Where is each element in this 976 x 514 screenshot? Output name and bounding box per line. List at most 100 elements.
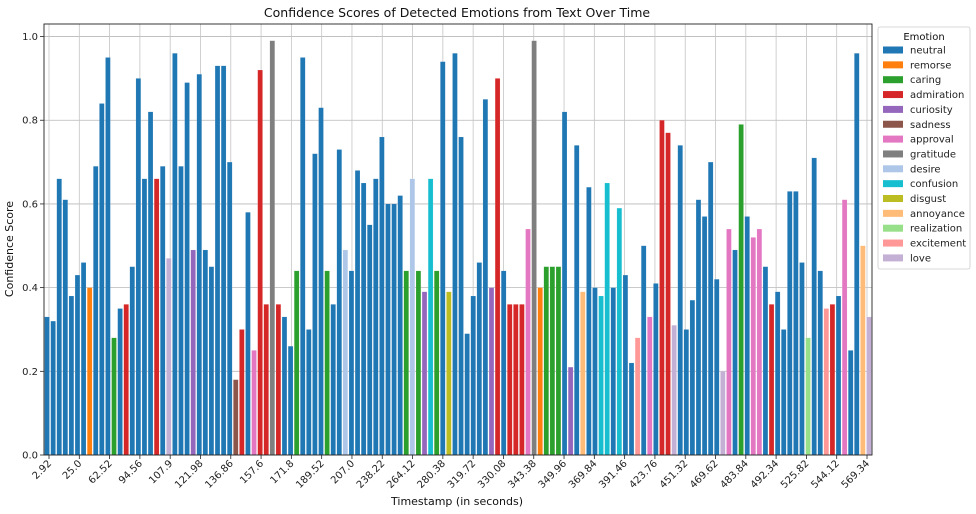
legend-swatch-remorse [883, 61, 903, 69]
x-tick-label: 62.52 [87, 458, 115, 486]
bar-neutral [178, 166, 184, 456]
bar-neutral [762, 266, 769, 456]
bar-neutral [653, 283, 659, 456]
legend-swatch-love [883, 254, 903, 262]
legend-label-sadness: sadness [910, 120, 951, 131]
bar-neutral [227, 161, 233, 456]
bar-neutral [501, 270, 507, 456]
legend-label-love: love [910, 253, 931, 264]
bar-neutral [147, 111, 154, 456]
bar-neutral [610, 287, 616, 456]
legend-swatch-curiosity [883, 105, 903, 113]
bar-neutral [695, 199, 702, 456]
x-tick-label: 280.38 [415, 458, 448, 491]
bar-realization [805, 337, 811, 456]
x-tick-label: 330.08 [476, 458, 509, 491]
bar-caring [403, 270, 409, 456]
bar-neutral [482, 99, 488, 456]
bar-gratitude [531, 40, 537, 456]
bar-admiration [665, 132, 671, 456]
bar-caring [434, 270, 440, 456]
y-tick-label: 0.6 [22, 199, 38, 210]
bar-neutral [373, 178, 379, 456]
x-tick-label: 171.8 [268, 458, 296, 486]
bar-neutral [622, 274, 629, 456]
bar-desire [342, 249, 348, 456]
bar-love [166, 258, 172, 456]
bar-neutral [458, 136, 464, 456]
legend-swatch-admiration [883, 91, 903, 99]
legend-label-approval: approval [910, 135, 954, 146]
bar-neutral [80, 262, 87, 456]
legend-swatch-caring [883, 76, 903, 84]
x-tick-label: 544.12 [809, 458, 842, 491]
bar-neutral [287, 346, 294, 456]
bar-annoyance [860, 245, 866, 456]
legend-label-remorse: remorse [910, 60, 951, 71]
bar-neutral [68, 295, 74, 456]
x-tick-label: 469.62 [688, 458, 721, 491]
bar-neutral [689, 300, 695, 456]
bar-neutral [50, 320, 56, 456]
legend-swatch-disgust [883, 195, 903, 202]
y-tick-label: 0.4 [22, 283, 38, 294]
bar-neutral [141, 178, 148, 456]
bar-neutral [56, 178, 62, 456]
bar-neutral [184, 82, 190, 456]
bar-approval [251, 350, 257, 456]
bar-neutral [330, 304, 336, 456]
bar-approval [726, 228, 732, 456]
bar-neutral [385, 203, 391, 456]
x-tick-label: 157.6 [238, 458, 266, 486]
bar-love [671, 325, 677, 456]
legend-title: Emotion [903, 32, 944, 43]
bar-confusion [428, 178, 434, 456]
bars-group [44, 40, 872, 456]
bar-admiration [507, 304, 513, 456]
bar-neutral [196, 74, 202, 456]
bar-neutral [318, 107, 324, 456]
bar-desire [409, 178, 415, 456]
legend: Emotion neutral remorse caring admiration cur… [877, 26, 971, 270]
y-axis: 0.0 0.2 0.4 0.6 0.8 1.0 [22, 32, 44, 462]
bar-curiosity [568, 366, 574, 456]
bar-caring [738, 124, 744, 456]
bar-neutral [129, 266, 135, 456]
bar-neutral [221, 65, 227, 456]
bar-admiration [263, 304, 269, 456]
bar-neutral [172, 53, 178, 456]
legend-swatch-excitement [883, 239, 903, 247]
bar-neutral [336, 149, 342, 456]
bar-neutral [586, 187, 592, 456]
bar-neutral [160, 166, 166, 456]
bar-remorse [87, 287, 93, 456]
bar-neutral [848, 350, 854, 456]
bar-admiration [275, 304, 281, 456]
x-tick-label: 343.38 [506, 458, 539, 491]
legend-swatch-desire [883, 165, 903, 173]
legend-label-disgust: disgust [910, 194, 946, 205]
bar-approval [525, 228, 531, 456]
legend-label-realization: realization [910, 224, 962, 235]
bar-neutral [574, 145, 580, 456]
legend-swatch-approval [883, 135, 903, 143]
bar-admiration [123, 304, 129, 456]
bar-neutral [214, 65, 221, 456]
bar-approval [647, 316, 653, 456]
bar-caring [111, 337, 117, 456]
bar-neutral [714, 279, 720, 456]
bar-neutral [708, 161, 714, 456]
x-tick-label: 451.32 [658, 458, 691, 491]
x-tick-label: 492.34 [749, 458, 782, 491]
bar-admiration [519, 304, 525, 456]
bar-neutral [781, 329, 787, 456]
x-tick-label: 319.72 [446, 458, 479, 491]
x-tick-label: 525.82 [779, 458, 812, 491]
legend-label-excitement: excitement [910, 239, 966, 250]
bar-neutral [105, 57, 111, 456]
bar-admiration [513, 304, 519, 456]
bar-neutral [811, 157, 817, 456]
bar-admiration [239, 329, 245, 456]
bar-neutral [701, 216, 708, 456]
